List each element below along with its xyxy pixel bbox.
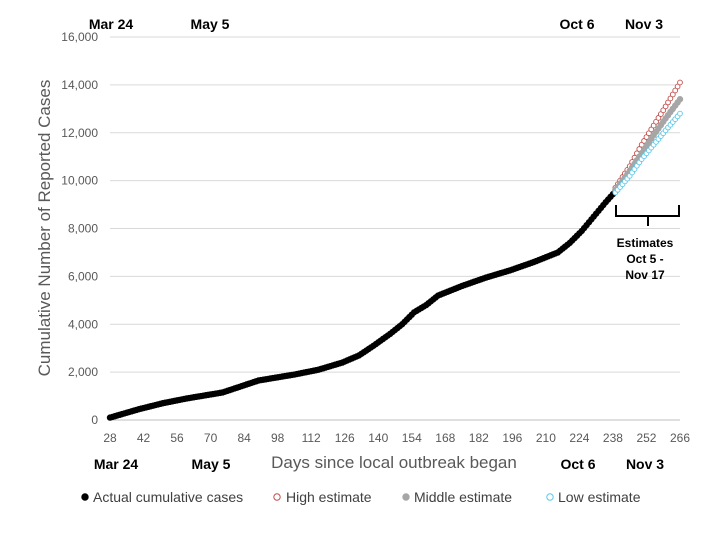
date-marker-bottom: Oct 6 <box>560 456 595 472</box>
y-tick-label: 10,000 <box>61 174 98 188</box>
data-point <box>662 103 669 110</box>
x-tick-label: 70 <box>204 431 218 445</box>
x-tick-label: 210 <box>536 431 556 445</box>
legend-item-high: High estimate <box>273 489 372 505</box>
date-marker-bottom: Mar 24 <box>94 456 139 472</box>
legend-label: Low estimate <box>558 489 641 505</box>
legend-marker-high <box>273 493 281 501</box>
date-marker-top: May 5 <box>191 16 230 32</box>
x-tick-label: 98 <box>271 431 285 445</box>
date-marker-bottom: Nov 3 <box>626 456 664 472</box>
series-middle <box>612 96 684 194</box>
data-point <box>665 99 671 106</box>
estimates-annotation: Estimates Oct 5 - Nov 17 <box>617 236 674 282</box>
data-point <box>676 96 684 103</box>
y-tick-label: 0 <box>91 413 98 427</box>
data-point <box>672 87 679 94</box>
legend-marker-actual <box>81 493 89 501</box>
data-point <box>674 83 681 90</box>
legend-marker-middle <box>402 493 410 501</box>
x-tick-label: 252 <box>636 431 656 445</box>
data-point <box>677 79 683 86</box>
x-tick-label: 238 <box>603 431 623 445</box>
y-tick-label: 12,000 <box>61 126 98 140</box>
legend-item-low: Low estimate <box>546 489 641 505</box>
legend-label: Actual cumulative cases <box>93 489 243 505</box>
x-tick-label: 196 <box>502 431 522 445</box>
x-tick-label: 56 <box>170 431 184 445</box>
x-tick-label: 42 <box>137 431 151 445</box>
data-point <box>669 91 676 98</box>
x-tick-label: 182 <box>469 431 489 445</box>
y-tick-label: 4,000 <box>68 317 98 331</box>
data-point <box>667 95 674 102</box>
series-actual <box>106 188 619 421</box>
x-tick-label: 112 <box>302 431 321 445</box>
x-tick-labels: 28 42 56 70 84 98 112 126 140 154 168 182 196 210 224 2… <box>103 431 690 445</box>
annotation-line: Estimates <box>617 236 674 250</box>
x-tick-label: 28 <box>103 431 117 445</box>
annotation-line: Oct 5 - <box>626 252 663 266</box>
y-tick-label: 8,000 <box>68 222 98 236</box>
x-tick-label: 154 <box>402 431 422 445</box>
x-tick-label: 140 <box>368 431 388 445</box>
annotation-line: Nov 17 <box>625 268 665 282</box>
y-tick-labels: 0 2,000 4,000 6,000 8,000 10,000 12,000 14,000 1… <box>61 30 98 427</box>
x-tick-label: 84 <box>237 431 251 445</box>
y-tick-label: 2,000 <box>68 365 98 379</box>
data-point <box>677 110 683 117</box>
legend-item-actual: Actual cumulative cases <box>81 489 243 505</box>
series-low <box>612 110 683 196</box>
legend-marker-low <box>546 493 554 501</box>
x-tick-label: 126 <box>335 431 355 445</box>
x-tick-label: 266 <box>670 431 690 445</box>
date-markers-bottom: Mar 24 May 5 Oct 6 Nov 3 <box>94 456 664 472</box>
x-tick-label: 168 <box>435 431 455 445</box>
legend: Actual cumulative cases High estimate Mi… <box>81 489 641 505</box>
y-tick-label: 16,000 <box>61 30 98 44</box>
date-marker-top: Oct 6 <box>559 16 594 32</box>
legend-label: Middle estimate <box>414 489 512 505</box>
date-marker-bottom: May 5 <box>192 456 231 472</box>
estimate-brace <box>615 205 680 226</box>
legend-label: High estimate <box>286 489 372 505</box>
x-axis-title: Days since local outbreak began <box>271 453 517 472</box>
series-high <box>612 79 683 191</box>
y-tick-label: 14,000 <box>61 78 98 92</box>
y-tick-label: 6,000 <box>68 269 98 283</box>
date-marker-top: Mar 24 <box>89 16 134 32</box>
date-marker-top: Nov 3 <box>625 16 663 32</box>
series-markers <box>106 79 684 421</box>
y-axis-title: Cumulative Number of Reported Cases <box>35 80 54 377</box>
x-tick-label: 224 <box>569 431 589 445</box>
legend-item-middle: Middle estimate <box>402 489 512 505</box>
grid <box>110 36 680 373</box>
date-markers-top: Mar 24 May 5 Oct 6 Nov 3 <box>89 16 663 32</box>
